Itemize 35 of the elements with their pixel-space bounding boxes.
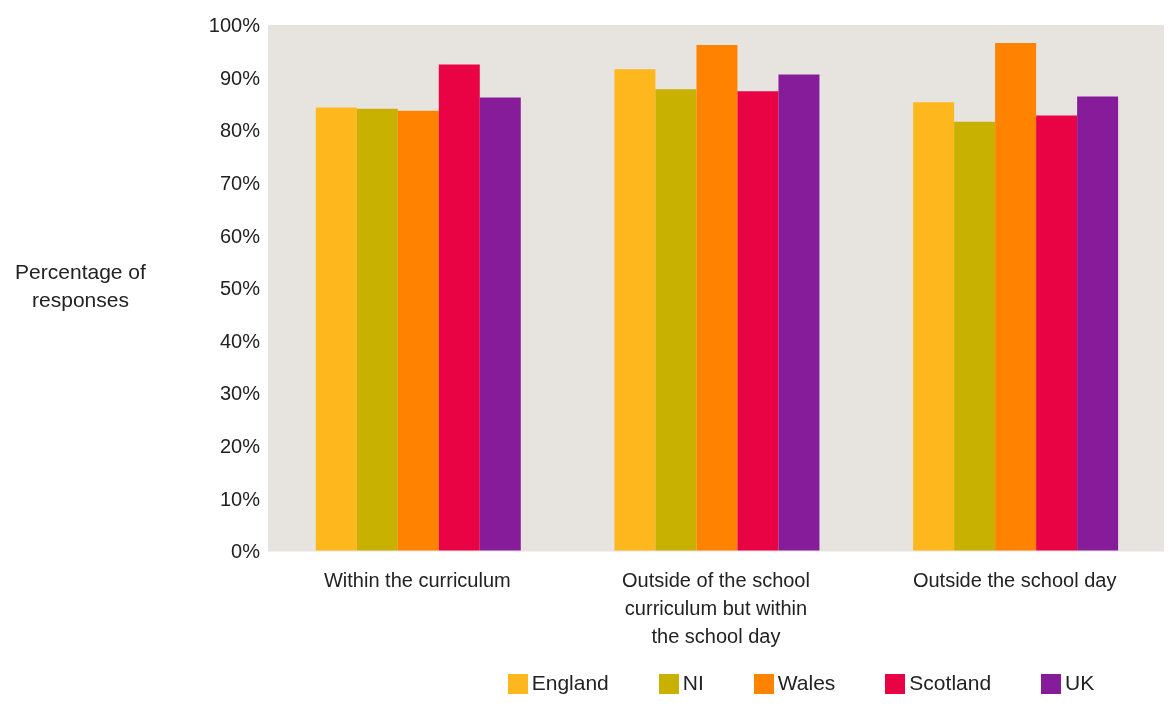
bar: [737, 91, 779, 551]
legend-label: UK: [1065, 671, 1095, 694]
y-tick-label: 50%: [219, 277, 261, 300]
y-tick-label: 90%: [219, 66, 261, 89]
bar: [397, 110, 439, 551]
bar: [1077, 96, 1119, 551]
y-tick-label: 40%: [219, 329, 261, 352]
y-tick-label: 100%: [208, 14, 261, 37]
y-tick-label: 30%: [219, 382, 261, 405]
legend-label: England: [531, 671, 609, 694]
bar: [778, 74, 820, 551]
bar: [655, 89, 697, 551]
x-tick-label: Within the curriculum: [323, 569, 511, 591]
bar: [614, 69, 656, 551]
y-tick-label: 0%: [231, 540, 261, 563]
y-tick-label: 80%: [219, 119, 261, 142]
bar: [479, 97, 521, 551]
bar: [1036, 115, 1078, 551]
bar: [913, 102, 955, 551]
y-tick-label: 20%: [219, 434, 261, 457]
legend-label: NI: [682, 671, 704, 694]
bar: [995, 42, 1037, 551]
legend-label: Scotland: [909, 671, 992, 694]
y-tick-label: 60%: [219, 224, 261, 247]
legend-label: Wales: [777, 671, 836, 694]
bar: [438, 64, 480, 551]
bar: [356, 108, 398, 551]
x-tick-label: Outside of the school curriculum but within the school day: [622, 569, 810, 647]
x-tick-label: Outside the school day: [912, 569, 1117, 591]
bar: [954, 121, 996, 551]
bar: [696, 44, 738, 551]
y-tick-label: 10%: [219, 487, 261, 510]
y-axis-title: Percentage of responses: [14, 259, 147, 313]
bar: [315, 107, 357, 551]
y-tick-label: 70%: [219, 171, 261, 194]
